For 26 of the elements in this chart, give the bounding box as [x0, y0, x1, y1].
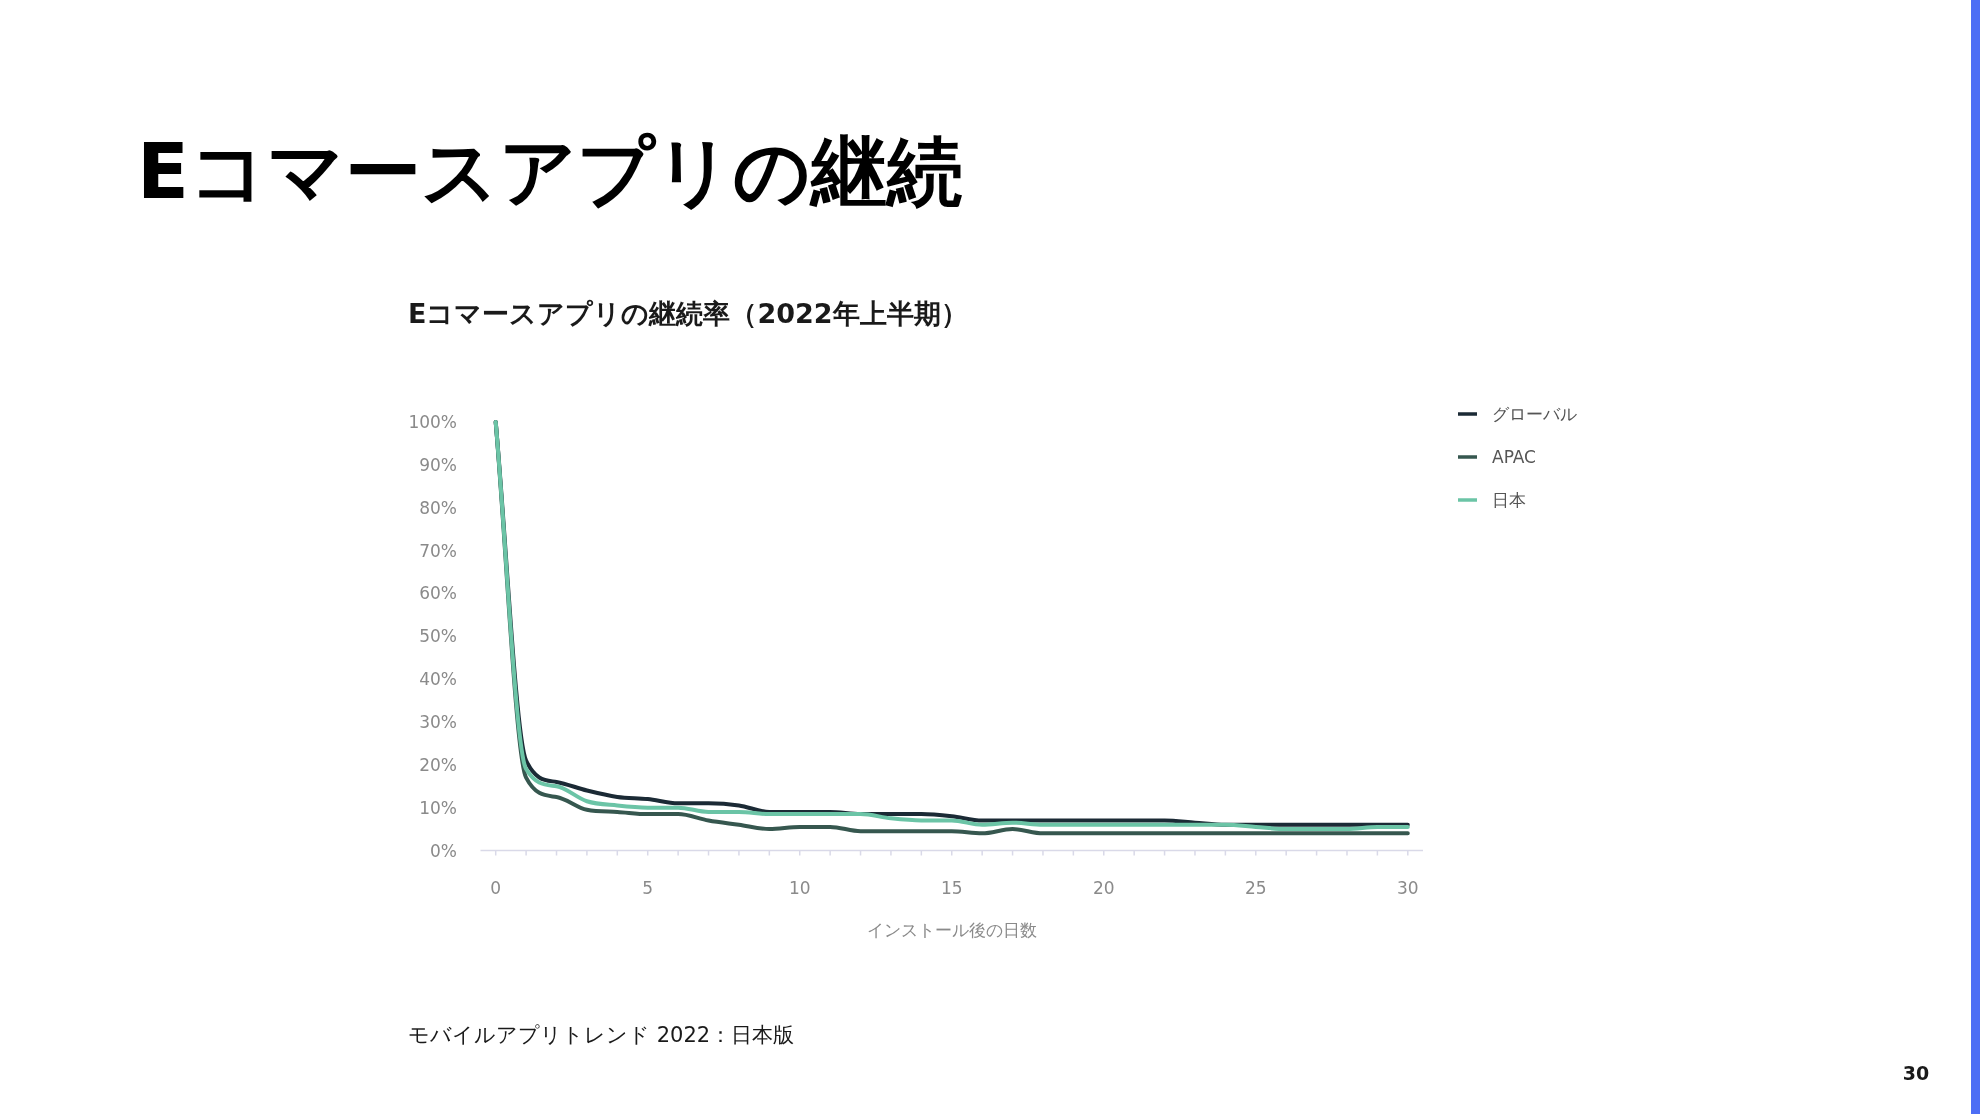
legend-label: APAC: [1492, 447, 1536, 467]
x-tick-label: 15: [940, 878, 963, 898]
chart-subtitle: Eコマースアプリの継続率（2022年上半期）: [408, 298, 968, 329]
x-axis-title: インストール後の日数: [866, 920, 1037, 940]
y-tick-label: 80%: [419, 497, 457, 518]
y-tick-label: 50%: [419, 626, 457, 647]
x-tick-label: 25: [1244, 878, 1267, 898]
x-tick-label: 10: [788, 878, 811, 898]
y-tick-label: 10%: [419, 797, 457, 818]
y-tick-label: 40%: [419, 669, 457, 690]
x-tick-label: 0: [490, 878, 502, 898]
x-tick-label: 5: [642, 878, 654, 898]
y-tick-label: 20%: [419, 754, 457, 775]
y-tick-label: 90%: [419, 454, 457, 475]
legend-label: 日本: [1492, 490, 1526, 510]
text: 30: [1902, 1062, 1930, 1084]
chart-title: Eコマースアプリの継続: [137, 127, 963, 216]
text: モバイルアプリトレンド 2022：日本版: [408, 1023, 795, 1047]
y-tick-label: 70%: [419, 540, 457, 561]
y-tick-label: 100%: [408, 412, 457, 432]
y-tick-label: 30%: [419, 711, 457, 732]
x-tick-label: 20: [1092, 878, 1115, 898]
y-tick-label: 60%: [419, 583, 457, 604]
y-tick-label: 0%: [430, 840, 457, 861]
x-tick-label: 30: [1396, 878, 1419, 898]
legend-label: グローバル: [1492, 404, 1577, 424]
